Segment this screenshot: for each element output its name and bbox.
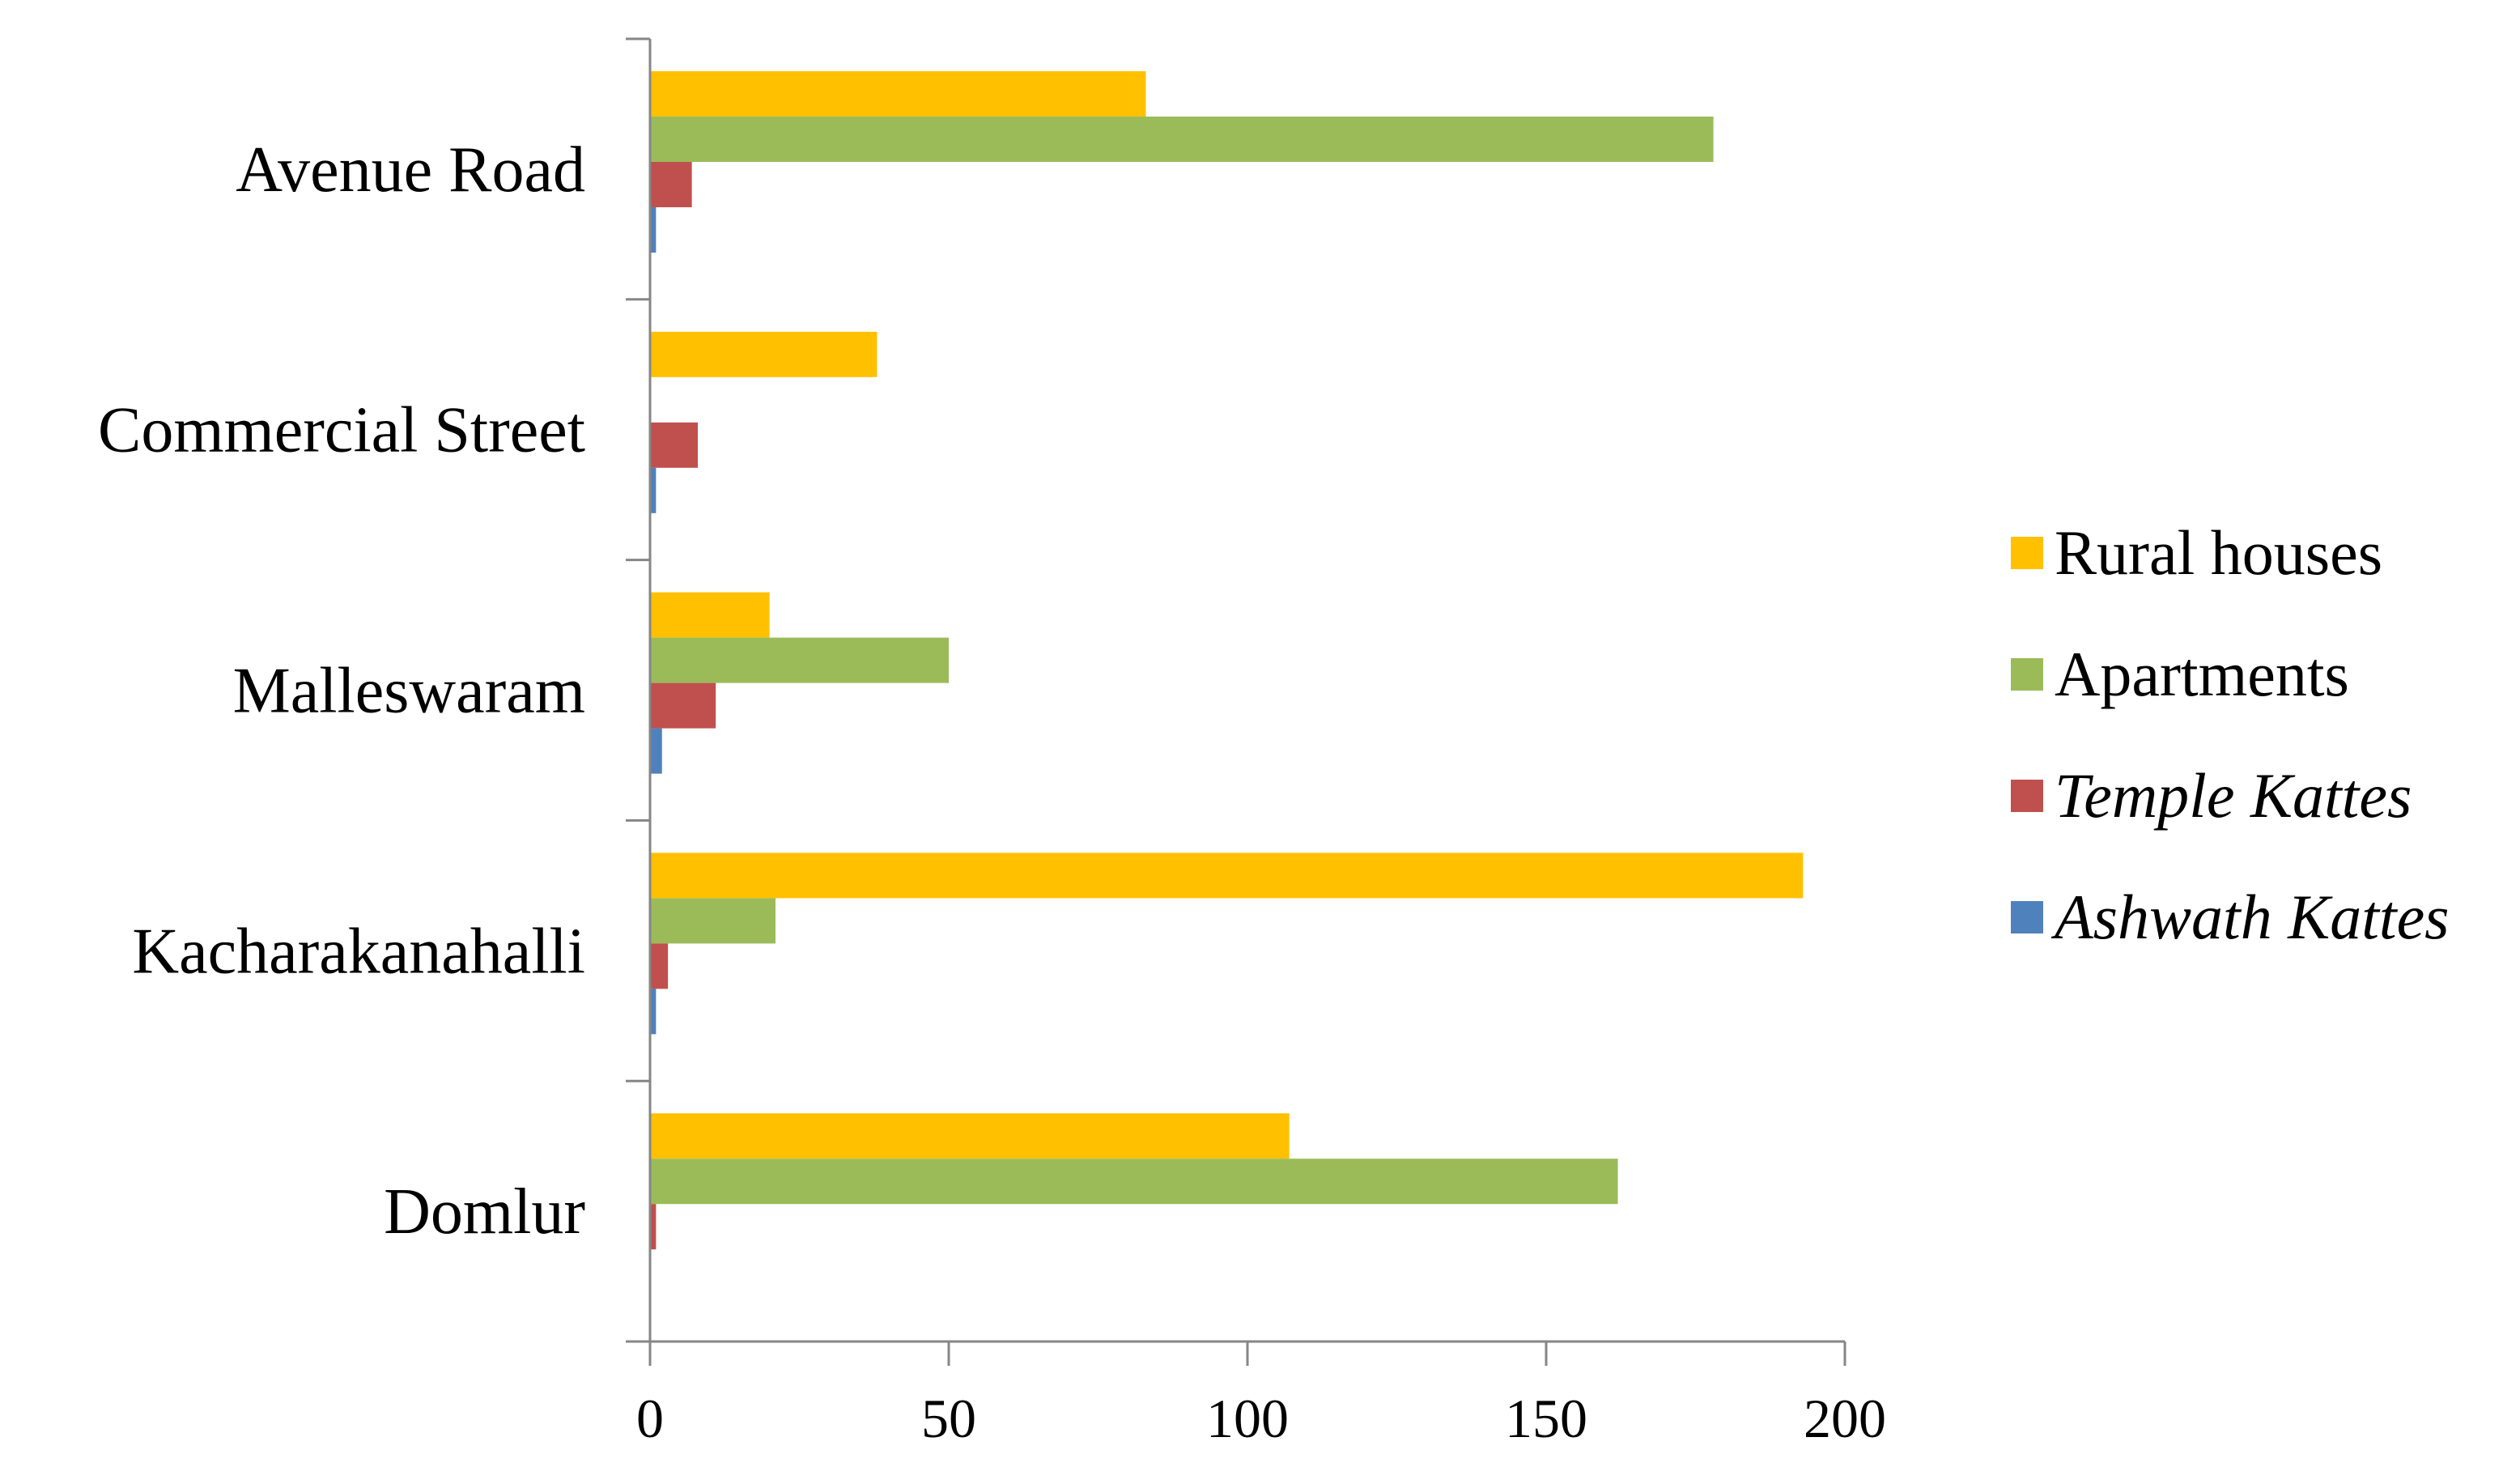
legend-swatch-temple-kattes bbox=[2011, 780, 2043, 812]
bar-apartments-avenue-road bbox=[650, 117, 1714, 162]
bar-ashwath-kattes-malleswaram bbox=[650, 728, 662, 774]
bar-ashwath-kattes-avenue-road bbox=[650, 207, 657, 253]
legend: Rural houses Apartments Temple Kattes Ashwa… bbox=[2011, 517, 2450, 952]
category-label-avenue-road: Avenue Road bbox=[236, 134, 585, 206]
legend-swatch-apartments bbox=[2011, 658, 2043, 691]
bar-temple-kattes-commercial-street bbox=[650, 422, 699, 468]
bar-temple-kattes-domlur bbox=[650, 1204, 657, 1250]
category-label-commercial-street: Commercial Street bbox=[98, 395, 585, 466]
bar-rural-houses-avenue-road bbox=[650, 71, 1146, 117]
bar-ashwath-kattes-commercial-street bbox=[650, 467, 657, 513]
legend-swatch-ashwath-kattes bbox=[2011, 901, 2043, 933]
bar-rural-houses-commercial-street bbox=[650, 331, 878, 377]
category-labels: Avenue Road Commercial Street Malleswaram K… bbox=[98, 134, 585, 1248]
legend-label-rural-houses: Rural houses bbox=[2055, 517, 2382, 588]
x-tick-label: 150 bbox=[1505, 1388, 1587, 1449]
x-tick-labels: 0 50 100 150 200 bbox=[636, 1388, 1886, 1449]
bars-group bbox=[650, 71, 1804, 1250]
category-label-malleswaram: Malleswaram bbox=[233, 656, 585, 727]
x-tick-label: 0 bbox=[636, 1388, 664, 1449]
ticks-group bbox=[626, 37, 1846, 1366]
bar-temple-kattes-malleswaram bbox=[650, 682, 716, 729]
bar-rural-houses-malleswaram bbox=[650, 592, 770, 638]
category-label-kacharakanahalli: Kacharakanahalli bbox=[132, 916, 585, 987]
bar-temple-kattes-avenue-road bbox=[650, 162, 692, 207]
bar-ashwath-kattes-kacharakanahalli bbox=[650, 989, 657, 1035]
x-tick-label: 50 bbox=[921, 1388, 976, 1449]
bar-temple-kattes-kacharakanahalli bbox=[650, 943, 669, 989]
legend-label-apartments: Apartments bbox=[2055, 639, 2349, 709]
bar-apartments-malleswaram bbox=[650, 637, 949, 683]
axes-group bbox=[626, 39, 1845, 1343]
bar-apartments-domlur bbox=[650, 1159, 1618, 1205]
bar-apartments-kacharakanahalli bbox=[650, 898, 776, 944]
bar-rural-houses-domlur bbox=[650, 1113, 1290, 1159]
x-tick-label: 200 bbox=[1804, 1388, 1886, 1449]
legend-label-temple-kattes: Temple Kattes bbox=[2055, 760, 2412, 831]
bar-rural-houses-kacharakanahalli bbox=[650, 853, 1804, 899]
legend-label-ashwath-kattes: Ashwath Kattes bbox=[2050, 882, 2450, 952]
legend-swatch-rural-houses bbox=[2011, 537, 2043, 569]
x-tick-label: 100 bbox=[1206, 1388, 1289, 1449]
category-label-domlur: Domlur bbox=[384, 1176, 585, 1248]
